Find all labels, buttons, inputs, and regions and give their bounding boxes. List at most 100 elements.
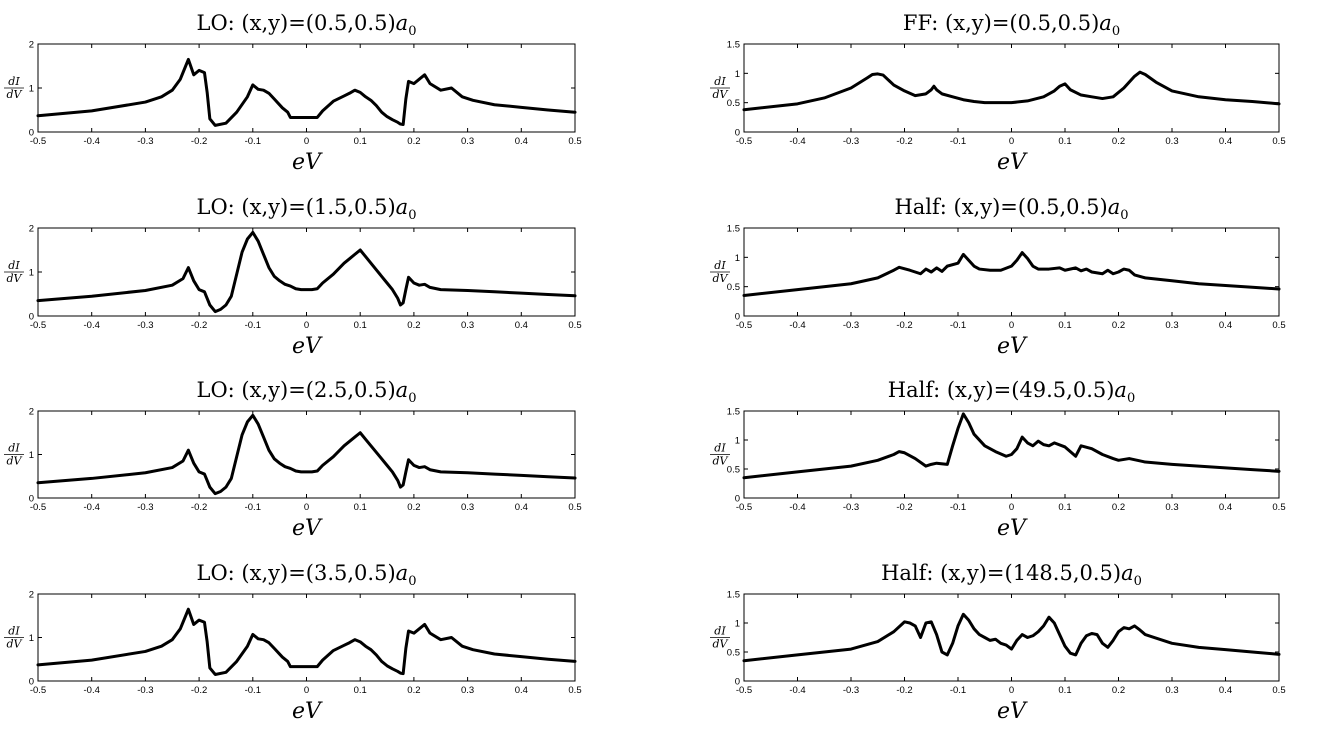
plot-frame	[37, 227, 576, 317]
y-tick-label: 1	[29, 268, 34, 279]
y-tick-label: 1	[735, 69, 740, 80]
chart-title-subscript: 0	[1112, 24, 1120, 39]
y-tick-label: 2	[29, 224, 34, 235]
y-tick-label: 2	[29, 40, 34, 51]
x-tick-label: 0.3	[1165, 320, 1178, 331]
x-tick-label: 0.5	[1272, 502, 1285, 513]
x-tick-label: -0.1	[950, 320, 966, 331]
chart-title-symbol: a	[1108, 195, 1121, 219]
x-tick-label: -0.3	[843, 136, 859, 147]
y-axis-label-numerator: dI	[714, 442, 726, 455]
x-tick-label: 0.2	[407, 685, 420, 696]
chart-title: LO: (x,y)=(0.5,0.5)a0	[197, 11, 417, 39]
chart-title-subscript: 0	[408, 391, 416, 406]
chart-title: Half: (x,y)=(148.5,0.5)a0	[881, 561, 1142, 589]
y-axis-label-numerator: dI	[714, 625, 726, 638]
x-tick-label: 0.5	[1272, 136, 1285, 147]
x-tick-label: 0.4	[515, 136, 528, 147]
y-tick-label: 0	[735, 677, 740, 688]
chart-title-main: Half: (x,y)=(148.5,0.5)	[881, 561, 1121, 585]
x-tick-label: -0.5	[736, 136, 752, 147]
x-axis-label: eV	[292, 516, 323, 541]
x-axis-label: eV	[997, 150, 1028, 175]
x-tick-label: 0.4	[515, 502, 528, 513]
y-tick-label: 1	[735, 436, 740, 447]
chart-title-subscript: 0	[1120, 208, 1128, 223]
x-tick-label: 0.3	[1165, 136, 1178, 147]
chart-title-subscript: 0	[408, 208, 416, 223]
x-tick-label: 0.1	[354, 136, 367, 147]
x-tick-label: -0.3	[137, 685, 153, 696]
data-series-line	[742, 251, 1281, 297]
y-tick-label: 0	[29, 312, 34, 323]
x-tick-label: -0.5	[736, 320, 752, 331]
x-tick-label: -0.4	[789, 136, 805, 147]
x-tick-label: -0.5	[30, 136, 46, 147]
data-series-line	[36, 413, 577, 496]
y-tick-label: 0	[29, 677, 34, 688]
chart-title-symbol: a	[1114, 378, 1127, 402]
chart-panel-1: LO: (x,y)=(0.5,0.5)a0-0.5 -0.4 -0.3 -0.2 -0.…	[4, 11, 582, 175]
data-series-line	[742, 70, 1281, 112]
y-tick-label: 0	[735, 494, 740, 505]
x-tick-label: 0.1	[1058, 320, 1071, 331]
x-tick-label: 0.5	[568, 685, 581, 696]
chart-title-symbol: a	[396, 561, 409, 585]
y-axis-label-denominator: dV	[713, 455, 729, 468]
chart-title-symbol: a	[396, 11, 409, 35]
x-tick-label: 0.2	[1112, 502, 1125, 513]
y-tick-label: 0	[29, 128, 34, 139]
y-tick-label: 0	[735, 128, 740, 139]
x-tick-label: -0.2	[191, 502, 207, 513]
data-series-line	[36, 607, 577, 676]
x-tick-label: -0.1	[950, 136, 966, 147]
chart-panel-7: LO: (x,y)=(3.5,0.5)a0-0.5 -0.4 -0.3 -0.2 -0.…	[4, 561, 582, 724]
y-tick-label: 0.5	[727, 648, 740, 659]
y-tick-label: 1.5	[727, 407, 740, 418]
chart-title-subscript: 0	[1127, 391, 1135, 406]
x-tick-label: 0.1	[354, 502, 367, 513]
y-tick-label: 1	[29, 633, 34, 644]
x-tick-label: 0.4	[515, 320, 528, 331]
x-axis-label: eV	[997, 334, 1028, 359]
y-tick-label: 0.5	[727, 465, 740, 476]
data-series-line	[36, 57, 577, 127]
y-axis-label-numerator: dI	[8, 259, 20, 272]
x-tick-label: 0.2	[407, 136, 420, 147]
chart-panel-6: Half: (x,y)=(49.5,0.5)a0-0.5 -0.4 -0.3 -0.2…	[710, 378, 1286, 541]
x-axis-label: eV	[997, 516, 1028, 541]
x-tick-label: 0	[1009, 136, 1014, 147]
x-tick-label: 0	[304, 320, 309, 331]
chart-title-subscript: 0	[1134, 574, 1142, 589]
x-axis-label: eV	[997, 699, 1028, 724]
chart-title-main: LO: (x,y)=(1.5,0.5)	[197, 195, 396, 219]
x-tick-label: -0.3	[137, 136, 153, 147]
x-tick-label: -0.1	[950, 685, 966, 696]
x-tick-label: -0.2	[191, 136, 207, 147]
x-tick-label: -0.5	[30, 502, 46, 513]
y-tick-label: 2	[29, 407, 34, 418]
chart-title: Half: (x,y)=(0.5,0.5)a0	[894, 195, 1128, 223]
x-tick-label: -0.3	[843, 685, 859, 696]
x-tick-label: 0	[304, 136, 309, 147]
chart-title: LO: (x,y)=(1.5,0.5)a0	[197, 195, 417, 223]
chart-title-main: FF: (x,y)=(0.5,0.5)	[903, 11, 1099, 35]
y-axis-label-denominator: dV	[7, 638, 23, 651]
x-tick-label: -0.5	[736, 502, 752, 513]
x-tick-label: 0.2	[1112, 136, 1125, 147]
x-tick-label: -0.2	[191, 320, 207, 331]
x-tick-label: 0.4	[1219, 502, 1232, 513]
x-tick-label: -0.5	[736, 685, 752, 696]
x-tick-label: -0.2	[191, 685, 207, 696]
chart-title-main: Half: (x,y)=(0.5,0.5)	[894, 195, 1107, 219]
x-tick-label: 0.2	[1112, 320, 1125, 331]
x-tick-label: -0.3	[843, 320, 859, 331]
chart-title: FF: (x,y)=(0.5,0.5)a0	[903, 11, 1120, 39]
y-tick-label: 1.5	[727, 224, 740, 235]
data-series-line	[742, 612, 1281, 663]
data-series-line	[36, 230, 577, 314]
x-tick-label: 0.3	[461, 136, 474, 147]
x-tick-label: 0.4	[1219, 685, 1232, 696]
y-tick-label: 1	[735, 253, 740, 264]
